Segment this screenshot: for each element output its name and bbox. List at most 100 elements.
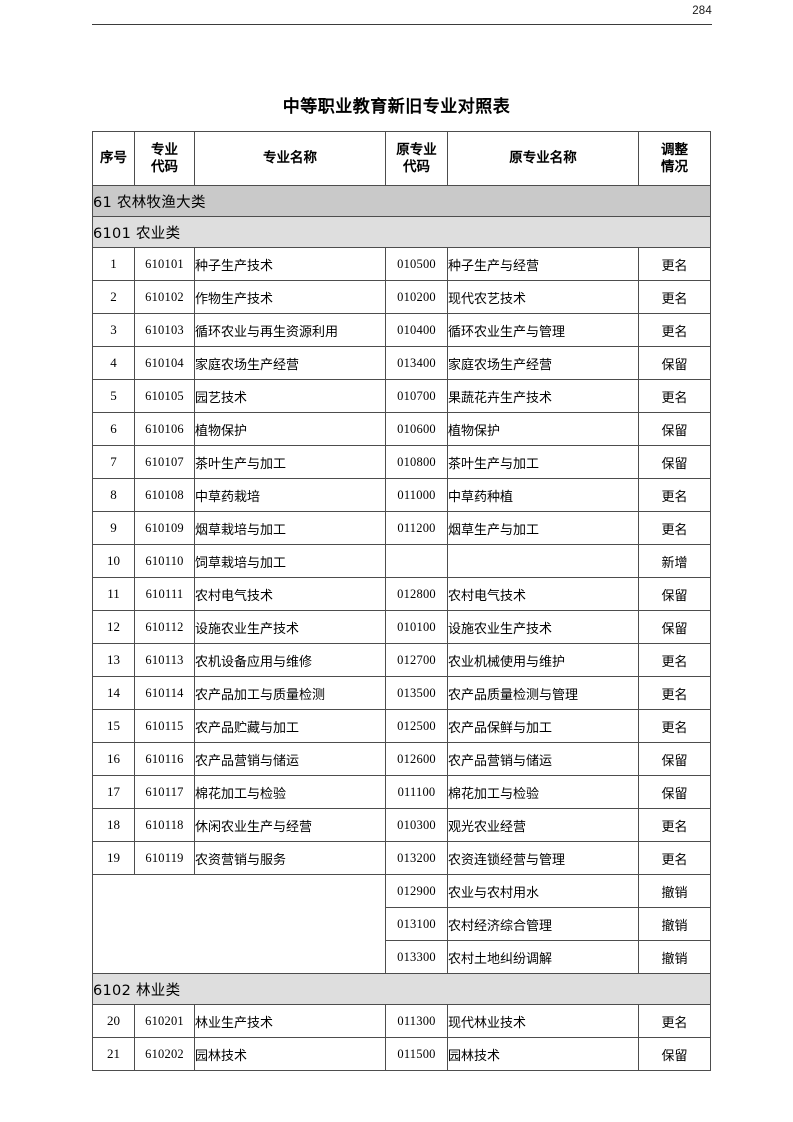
cell-oldname: 农业与农村用水 <box>447 874 639 908</box>
cell-code: 610102 <box>134 280 195 314</box>
cell-status: 更名 <box>638 511 711 545</box>
cell-oldname: 烟草生产与加工 <box>447 511 639 545</box>
cell-status: 更名 <box>638 643 711 677</box>
comparison-table-container: 序号 专业 代码 专业名称 原专业 代码 原专业名称 调整 情况 <box>92 131 711 1071</box>
cell-status: 保留 <box>638 1037 711 1071</box>
cell-status: 保留 <box>638 412 711 446</box>
cell-code: 610113 <box>134 643 195 677</box>
table-row: 20 610201 林业生产技术 011300 现代林业技术 更名 <box>92 1004 711 1038</box>
cell-oldcode: 010500 <box>385 247 448 281</box>
table-row: 2 610102 作物生产技术 010200 现代农艺技术 更名 <box>92 280 711 314</box>
cell-name: 农村电气技术 <box>194 577 386 611</box>
cell-oldname: 家庭农场生产经营 <box>447 346 639 380</box>
table-row: 15 610115 农产品贮藏与加工 012500 农产品保鲜与加工 更名 <box>92 709 711 743</box>
table-row: 7 610107 茶叶生产与加工 010800 茶叶生产与加工 保留 <box>92 445 711 479</box>
cell-oldcode: 011100 <box>385 775 448 809</box>
table-row: 14 610114 农产品加工与质量检测 013500 农产品质量检测与管理 更名 <box>92 676 711 710</box>
cell-code: 610115 <box>134 709 195 743</box>
cell-oldname: 观光农业经营 <box>447 808 639 842</box>
table-row: 012900 农业与农村用水 撤销 <box>92 874 711 974</box>
cell-code: 610112 <box>134 610 195 644</box>
cell-oldcode: 010800 <box>385 445 448 479</box>
cell-code: 610105 <box>134 379 195 413</box>
cell-code: 610108 <box>134 478 195 512</box>
rows-group-6101: 1 610101 种子生产技术 010500 种子生产与经营 更名 2 610102 作物生产技… <box>92 247 711 875</box>
cell-name: 休闲农业生产与经营 <box>194 808 386 842</box>
table-row: 10 610110 饲草栽培与加工 新增 <box>92 544 711 578</box>
cell-oldname: 农村电气技术 <box>447 577 639 611</box>
cell-oldcode: 010600 <box>385 412 448 446</box>
table-row: 17 610117 棉花加工与检验 011100 棉花加工与检验 保留 <box>92 775 711 809</box>
table-row: 6 610106 植物保护 010600 植物保护 保留 <box>92 412 711 446</box>
cell-seq: 9 <box>92 511 135 545</box>
cell-status: 保留 <box>638 577 711 611</box>
table-row: 12 610112 设施农业生产技术 010100 设施农业生产技术 保留 <box>92 610 711 644</box>
table-row: 4 610104 家庭农场生产经营 013400 家庭农场生产经营 保留 <box>92 346 711 380</box>
cell-seq: 3 <box>92 313 135 347</box>
cell-seq: 20 <box>92 1004 135 1038</box>
cell-code: 610117 <box>134 775 195 809</box>
band-label-major-61: 61 农林牧渔大类 <box>92 185 711 217</box>
column-header-code-line2: 代码 <box>151 158 178 175</box>
cell-oldcode <box>385 544 448 578</box>
cell-name: 林业生产技术 <box>194 1004 386 1038</box>
band-row-minor-6102: 6102 林业类 <box>92 973 711 1005</box>
cell-seq: 12 <box>92 610 135 644</box>
column-header-oldcode: 原专业 代码 <box>385 131 448 186</box>
cell-code: 610104 <box>134 346 195 380</box>
column-header-oldcode-line2: 代码 <box>403 158 430 175</box>
cell-oldcode: 010200 <box>385 280 448 314</box>
cell-name: 植物保护 <box>194 412 386 446</box>
cell-status: 更名 <box>638 1004 711 1038</box>
cell-oldname: 中草药种植 <box>447 478 639 512</box>
rows-group-6102: 20 610201 林业生产技术 011300 现代林业技术 更名 21 610202 园林技术… <box>92 1004 711 1071</box>
band-label-minor-6102: 6102 林业类 <box>92 973 711 1005</box>
cell-oldcode: 012600 <box>385 742 448 776</box>
cell-seq: 10 <box>92 544 135 578</box>
cell-oldname: 种子生产与经营 <box>447 247 639 281</box>
cell-name: 农产品贮藏与加工 <box>194 709 386 743</box>
cell-oldcode: 012700 <box>385 643 448 677</box>
cell-seq: 5 <box>92 379 135 413</box>
cell-oldname: 农村经济综合管理 <box>447 907 639 941</box>
cell-name: 园林技术 <box>194 1037 386 1071</box>
table-row: 21 610202 园林技术 011500 园林技术 保留 <box>92 1037 711 1071</box>
cell-code: 610110 <box>134 544 195 578</box>
table-row: 3 610103 循环农业与再生资源利用 010400 循环农业生产与管理 更名 <box>92 313 711 347</box>
cell-oldname: 现代农艺技术 <box>447 280 639 314</box>
cell-code: 610111 <box>134 577 195 611</box>
cell-name: 农资营销与服务 <box>194 841 386 875</box>
cell-status: 更名 <box>638 379 711 413</box>
cell-name: 农产品加工与质量检测 <box>194 676 386 710</box>
cell-code: 610116 <box>134 742 195 776</box>
cell-oldname: 农业机械使用与维护 <box>447 643 639 677</box>
cell-oldcode: 013400 <box>385 346 448 380</box>
cell-name: 作物生产技术 <box>194 280 386 314</box>
cell-oldcode: 011000 <box>385 478 448 512</box>
cell-oldcode: 011200 <box>385 511 448 545</box>
table-row: 8 610108 中草药栽培 011000 中草药种植 更名 <box>92 478 711 512</box>
cell-status: 撤销 <box>638 874 711 908</box>
cell-name: 园艺技术 <box>194 379 386 413</box>
cell-code: 610119 <box>134 841 195 875</box>
cell-oldcode: 010300 <box>385 808 448 842</box>
column-header-name: 专业名称 <box>194 131 386 186</box>
cell-oldname: 农产品质量检测与管理 <box>447 676 639 710</box>
cell-name: 中草药栽培 <box>194 478 386 512</box>
page-number: 284 <box>692 5 712 17</box>
table-row: 11 610111 农村电气技术 012800 农村电气技术 保留 <box>92 577 711 611</box>
table-row: 16 610116 农产品营销与储运 012600 农产品营销与储运 保留 <box>92 742 711 776</box>
cell-status: 新增 <box>638 544 711 578</box>
table-body: 序号 专业 代码 专业名称 原专业 代码 原专业名称 调整 情况 <box>92 131 711 248</box>
cell-oldcode: 012500 <box>385 709 448 743</box>
cell-oldname: 果蔬花卉生产技术 <box>447 379 639 413</box>
cell-seq: 11 <box>92 577 135 611</box>
cell-seq: 18 <box>92 808 135 842</box>
cell-oldname: 农产品保鲜与加工 <box>447 709 639 743</box>
column-header-status-line2: 情况 <box>661 158 688 175</box>
cell-oldname: 农村土地纠纷调解 <box>447 940 639 974</box>
cell-oldcode: 012800 <box>385 577 448 611</box>
cell-oldcode: 013100 <box>385 907 448 941</box>
column-header-seq: 序号 <box>92 131 135 186</box>
